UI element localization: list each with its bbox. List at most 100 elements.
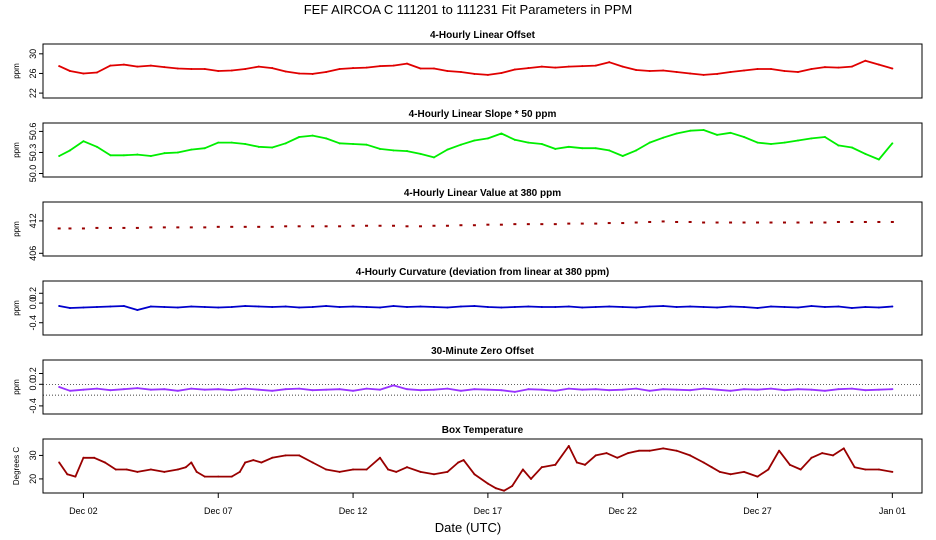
data-point — [877, 63, 880, 66]
data-point — [68, 227, 72, 230]
data-point — [446, 387, 449, 390]
data-point — [122, 226, 126, 229]
data-point — [702, 387, 705, 390]
data-point — [850, 220, 854, 223]
data-point — [406, 62, 409, 65]
data-point — [311, 72, 314, 75]
data-point — [419, 389, 422, 392]
data-point — [567, 222, 571, 225]
data-point — [689, 72, 692, 75]
data-point — [890, 220, 894, 223]
data-point — [540, 466, 543, 469]
data-point — [500, 132, 503, 135]
data-point — [284, 225, 288, 228]
data-point — [554, 66, 557, 69]
data-point — [702, 306, 705, 309]
data-point — [473, 72, 476, 75]
data-point — [176, 389, 179, 392]
data-point — [842, 447, 845, 450]
data-point — [260, 461, 263, 464]
data-point — [850, 65, 853, 68]
data-point — [446, 148, 449, 151]
data-point — [756, 475, 759, 478]
data-point — [864, 152, 867, 155]
data-point — [104, 461, 107, 464]
y-tick-label: 26 — [28, 68, 38, 78]
data-point — [877, 158, 880, 161]
data-point — [608, 389, 611, 392]
data-point — [553, 223, 557, 226]
data-point — [796, 388, 799, 391]
data-point — [184, 466, 187, 469]
data-point — [176, 226, 180, 229]
data-point — [392, 305, 395, 308]
data-point — [729, 473, 732, 476]
data-point — [82, 140, 85, 143]
data-point — [338, 470, 341, 473]
data-point — [406, 150, 409, 153]
data-point — [689, 129, 692, 132]
data-point — [58, 154, 61, 157]
data-point — [203, 147, 206, 150]
data-point — [149, 305, 152, 308]
data-point — [365, 66, 368, 69]
data-point — [743, 388, 746, 391]
data-point — [365, 387, 368, 390]
data-point — [122, 63, 125, 66]
panel-title: 4-Hourly Linear Offset — [430, 30, 536, 41]
data-point — [500, 306, 503, 309]
data-point — [783, 389, 786, 392]
data-point — [513, 68, 516, 71]
data-point — [662, 388, 665, 391]
data-point — [298, 306, 301, 309]
data-point — [473, 139, 476, 142]
panel-5: 30-Minute Zero Offset -0.4 0.00.2 ppm — [12, 346, 923, 415]
data-point — [243, 225, 247, 228]
panel-6: Box Temperature 20 30 Degrees C — [12, 425, 923, 494]
data-point — [716, 72, 719, 75]
data-point — [122, 154, 125, 157]
data-point — [770, 305, 773, 308]
data-point — [554, 306, 557, 309]
data-point — [58, 386, 61, 388]
data-point — [284, 142, 287, 145]
data-point — [114, 468, 117, 471]
data-point — [675, 70, 678, 73]
y-tick-label: -0.4 — [28, 315, 38, 331]
data-point — [284, 305, 287, 308]
data-point — [729, 221, 733, 224]
data-point — [662, 69, 665, 72]
data-point — [810, 68, 813, 71]
data-point — [462, 459, 465, 462]
data-point — [567, 387, 570, 390]
data-point — [419, 470, 422, 473]
data-point — [365, 468, 368, 471]
data-point — [540, 388, 543, 391]
data-point — [554, 389, 557, 392]
data-point — [486, 137, 489, 140]
data-point — [271, 146, 274, 149]
data-point — [216, 225, 220, 228]
data-point — [459, 305, 462, 308]
data-point — [527, 67, 530, 70]
data-point — [325, 468, 328, 471]
data-point — [257, 145, 260, 148]
data-point — [621, 306, 624, 309]
panel-frame — [42, 359, 923, 415]
data-point — [176, 468, 179, 471]
y-axis-label: ppm — [12, 142, 21, 158]
data-point — [338, 225, 342, 228]
data-point — [594, 222, 598, 225]
data-point — [203, 475, 206, 478]
data-point — [863, 220, 867, 223]
data-point — [877, 220, 881, 223]
data-point — [527, 388, 530, 391]
y-axis-label: ppm — [12, 379, 21, 395]
data-point — [379, 306, 382, 309]
data-point — [608, 61, 611, 64]
data-point — [379, 388, 382, 391]
data-point — [298, 387, 301, 390]
data-point — [419, 305, 422, 308]
data-point — [459, 70, 462, 73]
data-point — [284, 70, 287, 73]
